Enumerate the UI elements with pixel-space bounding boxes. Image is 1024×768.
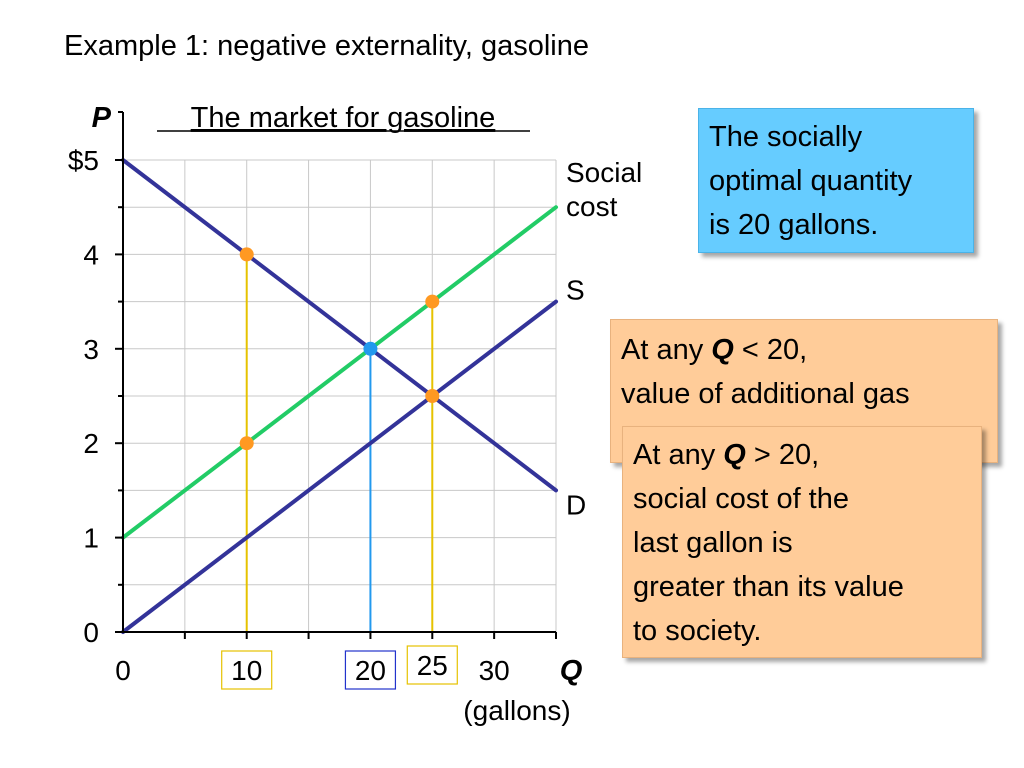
series-label: D — [566, 489, 586, 520]
series-line-s — [121, 299, 558, 634]
data-point — [363, 341, 378, 356]
y-axis-label: P — [92, 102, 112, 134]
above-line-2: social cost of the — [633, 483, 849, 515]
x-axis-unit: (gallons) — [463, 695, 570, 726]
x-tick-box — [221, 650, 273, 690]
y-tick-label: 1 — [83, 523, 99, 554]
below-prefix: At any — [621, 334, 712, 366]
below-q-symbol: Q — [711, 334, 734, 366]
above-line-1: At any Q > 20, — [633, 433, 971, 477]
x-tick-box — [406, 645, 458, 685]
series-label: cost — [566, 191, 618, 222]
optimal-line-1: The socially — [709, 121, 863, 153]
axes — [115, 111, 557, 639]
x-tick-label: 0 — [115, 655, 131, 686]
x-tick-label: 25 — [417, 650, 448, 681]
y-tick-label: 2 — [83, 428, 99, 459]
data-point — [425, 294, 440, 309]
x-tick-box — [344, 650, 397, 690]
markers — [239, 247, 440, 451]
data-point — [425, 389, 440, 403]
optimal-line-3: is 20 gallons. — [709, 209, 879, 241]
below-suffix: < 20, — [733, 334, 808, 366]
above-prefix: At any — [633, 439, 724, 471]
series — [121, 158, 558, 634]
x-tick-label: 20 — [355, 655, 386, 686]
above-q-symbol: Q — [723, 439, 746, 471]
optimal-line-2: optimal quantity — [709, 165, 913, 197]
optimal-quantity-callout: The socially optimal quantity is 20 gall… — [698, 108, 974, 253]
data-point — [239, 247, 254, 262]
series-line-social-cost — [121, 205, 558, 540]
y-tick-label: 0 — [83, 617, 99, 648]
above-suffix: > 20, — [745, 439, 820, 471]
above-line-5: to society. — [633, 615, 762, 647]
above-line-4: greater than its value — [633, 571, 904, 603]
above-line-3: last gallon is — [633, 527, 793, 559]
y-tick-label: $5 — [68, 145, 99, 176]
x-tick-label: 30 — [479, 655, 510, 686]
chart-title: The market for gasoline — [191, 102, 496, 134]
y-tick-label: 4 — [83, 239, 99, 270]
below-line-2: value of additional gas — [621, 378, 910, 410]
y-tick-label: 3 — [83, 334, 99, 365]
x-axis-label: Q — [560, 655, 583, 687]
below-line-1: At any Q < 20, — [621, 328, 987, 372]
data-point — [239, 436, 254, 451]
series-line-d — [121, 158, 558, 493]
series-label: S — [566, 275, 585, 306]
series-label: Social — [566, 157, 642, 188]
x-tick-label: 10 — [231, 655, 262, 686]
grid — [123, 159, 557, 632]
above-optimal-callout: At any Q > 20, social cost of the last g… — [622, 426, 982, 658]
slide-title: Example 1: negative externality, gasolin… — [64, 30, 589, 62]
